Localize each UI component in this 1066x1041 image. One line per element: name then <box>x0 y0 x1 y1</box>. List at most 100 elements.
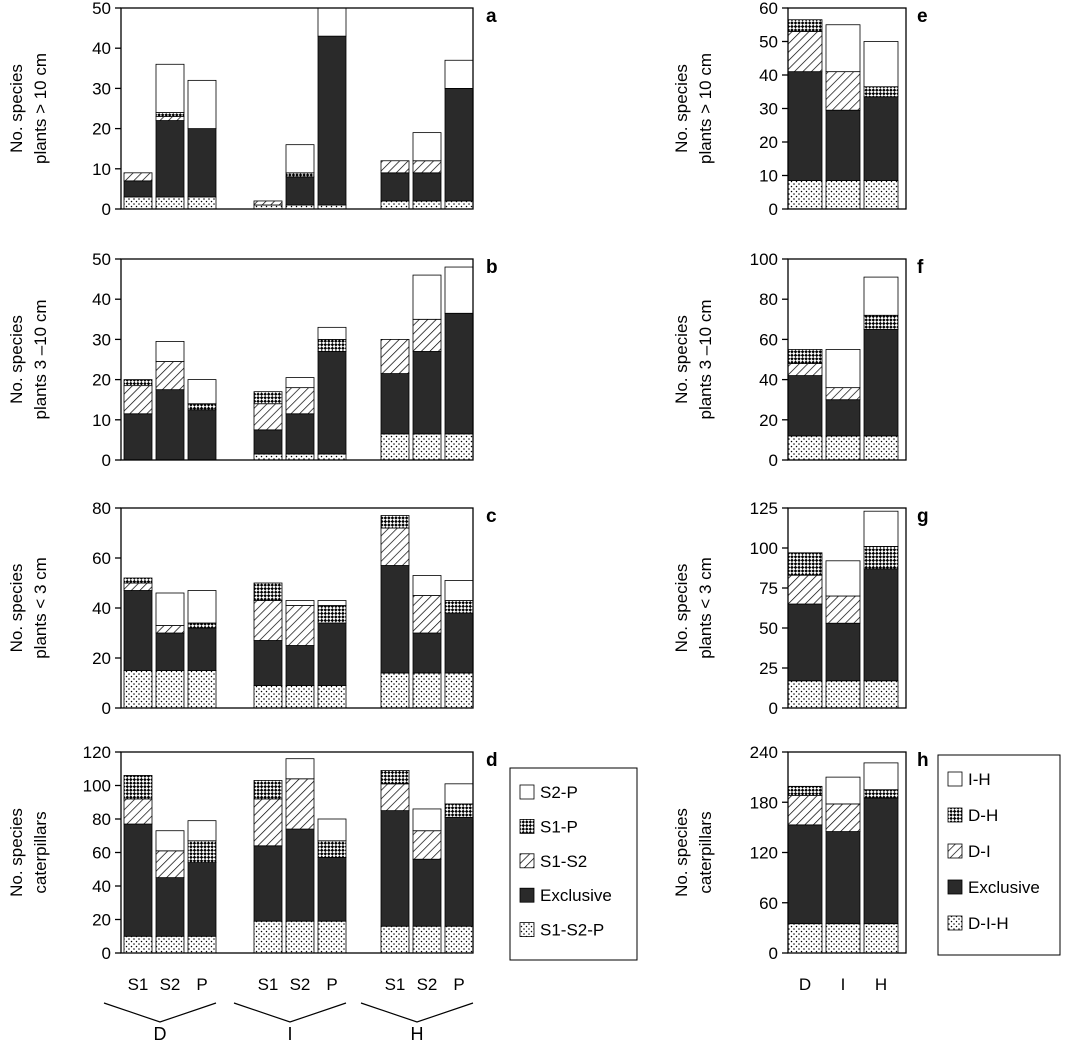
plot-frame-g <box>787 507 907 709</box>
ylabel-g-line2: plants < 3 cm <box>696 557 715 659</box>
bar-h-I-2-D-I <box>825 803 861 832</box>
bar-e-H-3-D-H <box>863 86 899 98</box>
bar-b-S1-4-S1-S2 <box>253 403 283 431</box>
ytick-label-h-180: 180 <box>750 793 778 812</box>
ytick-label-h-60: 60 <box>759 894 778 913</box>
bar-f-D-1-D-I <box>787 363 823 376</box>
xtick-label-left-5: S2 <box>290 975 311 994</box>
bar-c-S2-8-S2-P <box>412 575 442 596</box>
ytick-label-d-120: 120 <box>83 743 111 762</box>
bar-b-S2-5-S1-S2-P <box>285 453 315 461</box>
panel-letter-h: h <box>917 750 929 771</box>
bar-b-S1-7-Exclusive <box>380 373 410 435</box>
bar-b-S1-4-Exclusive <box>253 429 283 455</box>
bar-a-S2-5-S1-P <box>285 172 315 178</box>
bar-c-S2-5-S1-S2 <box>285 605 315 646</box>
xtick-label-right-D: D <box>799 975 811 994</box>
ytick-label-c-0: 0 <box>102 699 111 718</box>
legends-layer: S2-P S1-P S1-S2 Exclusive S1-S2-P I-H D-H D-I Ex… <box>509 754 1061 961</box>
bar-b-S2-8-Exclusive <box>412 351 442 435</box>
ytick-label-f-80: 80 <box>759 290 778 309</box>
ylabel-f-line1: No. species <box>672 315 691 404</box>
ylabel-g-line1: No. species <box>672 564 691 653</box>
ytick-label-a-10: 10 <box>92 160 111 179</box>
plot-frame-a <box>120 7 474 210</box>
bar-d-P-9-S1-P <box>444 803 474 818</box>
bar-c-S1-7-S1-P <box>380 515 410 529</box>
bar-a-S1-1-Exclusive <box>123 180 153 198</box>
group-label-H: H <box>411 1024 424 1041</box>
bar-c-P-9-S1-S2-P <box>444 672 474 709</box>
bar-h-D-1-D-H <box>787 785 823 796</box>
bar-b-S2-2-S2-P <box>155 341 185 362</box>
bar-d-P-3-S2-P <box>187 820 217 842</box>
xtick-label-left-7: S1 <box>385 975 406 994</box>
ytick-label-d-0: 0 <box>102 944 111 963</box>
ytick-label-b-20: 20 <box>92 371 111 390</box>
bar-b-S1-4-S1-P <box>253 391 283 405</box>
bar-a-P-9-Exclusive <box>444 88 474 202</box>
bar-e-D-1-D-I-H <box>787 180 823 210</box>
bar-c-P-3-Exclusive <box>187 627 217 671</box>
ylabel-h-line1: No. species <box>672 808 691 897</box>
bar-f-H-3-I-H <box>863 276 899 316</box>
bar-c-P-6-S1-P <box>317 605 347 624</box>
ytick-label-h-120: 120 <box>750 844 778 863</box>
bar-h-D-1-Exclusive <box>787 824 823 925</box>
bar-f-H-3-D-I-H <box>863 435 899 461</box>
bar-d-S1-7-S1-S2-P <box>380 925 410 954</box>
ytick-label-e-50: 50 <box>759 33 778 52</box>
bar-b-P-6-S1-P <box>317 338 347 352</box>
ytick-label-e-0: 0 <box>769 200 778 219</box>
bar-c-P-9-S2-P <box>444 580 474 601</box>
ytick-label-f-20: 20 <box>759 411 778 430</box>
bar-e-H-3-Exclusive <box>863 96 899 181</box>
legend-label-S2-P: S2-P <box>540 783 578 802</box>
panel-b: 0 10 20 30 40 50 No. species plants 3 –10 cm b <box>7 250 498 470</box>
ytick-label-e-40: 40 <box>759 66 778 85</box>
bar-d-P-6-Exclusive <box>317 857 347 922</box>
plot-frame-b <box>120 258 474 461</box>
ytick-label-d-40: 40 <box>92 877 111 896</box>
ylabel-e-line2: plants > 10 cm <box>696 53 715 164</box>
bar-g-I-2-I-H <box>825 560 861 597</box>
ylabel-f-line2: plants 3 –10 cm <box>696 299 715 419</box>
panel-letter-b: b <box>486 257 498 278</box>
bar-d-S2-2-S1-S2-P <box>155 935 185 954</box>
bar-d-S2-8-S1-S2-P <box>412 925 442 954</box>
panel-e: 0 10 20 30 40 50 60 No. species plants > 10 cm e <box>672 0 928 219</box>
legend-swatch-S1-S2 <box>519 853 535 869</box>
bar-a-S2-5-S2-P <box>285 144 315 174</box>
bar-b-P-3-Exclusive <box>187 409 217 461</box>
ytick-label-f-100: 100 <box>750 250 778 269</box>
panel-letter-a: a <box>486 6 497 27</box>
bar-c-P-9-Exclusive <box>444 612 474 674</box>
bar-b-S2-5-Exclusive <box>285 413 315 455</box>
bar-a-S2-2-S1-S2-P <box>155 196 185 210</box>
bar-c-P-6-Exclusive <box>317 622 347 686</box>
ytick-label-d-100: 100 <box>83 777 111 796</box>
xtick-label-left-1: S1 <box>128 975 149 994</box>
bar-d-S1-4-S1-S2 <box>253 798 283 847</box>
bar-f-I-2-Exclusive <box>825 399 861 437</box>
ytick-label-d-80: 80 <box>92 810 111 829</box>
ytick-label-c-60: 60 <box>92 549 111 568</box>
bar-a-S1-1-S1-S2 <box>123 172 153 182</box>
ylabel-d-line1: No. species <box>7 808 26 897</box>
bar-c-S1-1-S1-S2 <box>123 582 153 591</box>
group-label-D: D <box>154 1024 167 1041</box>
xtick-label-right-H: H <box>875 975 887 994</box>
panel-g: 0 25 50 75 100 125 No. species plants < 3 cm g <box>672 499 929 718</box>
ytick-label-e-30: 30 <box>759 100 778 119</box>
bar-c-P-9-S1-P <box>444 600 474 614</box>
bar-g-H-3-D-I-H <box>863 680 899 709</box>
plot-frame-f <box>787 258 907 461</box>
bar-c-S1-4-S1-P <box>253 582 283 601</box>
ytick-label-a-50: 50 <box>92 0 111 18</box>
bar-a-S2-8-S1-S2 <box>412 160 442 174</box>
ylabel-c-line1: No. species <box>7 564 26 653</box>
bar-h-H-3-Exclusive <box>863 797 899 925</box>
ytick-label-c-20: 20 <box>92 649 111 668</box>
legend-swatch-D-H <box>947 807 963 823</box>
bar-a-P-3-Exclusive <box>187 128 217 198</box>
